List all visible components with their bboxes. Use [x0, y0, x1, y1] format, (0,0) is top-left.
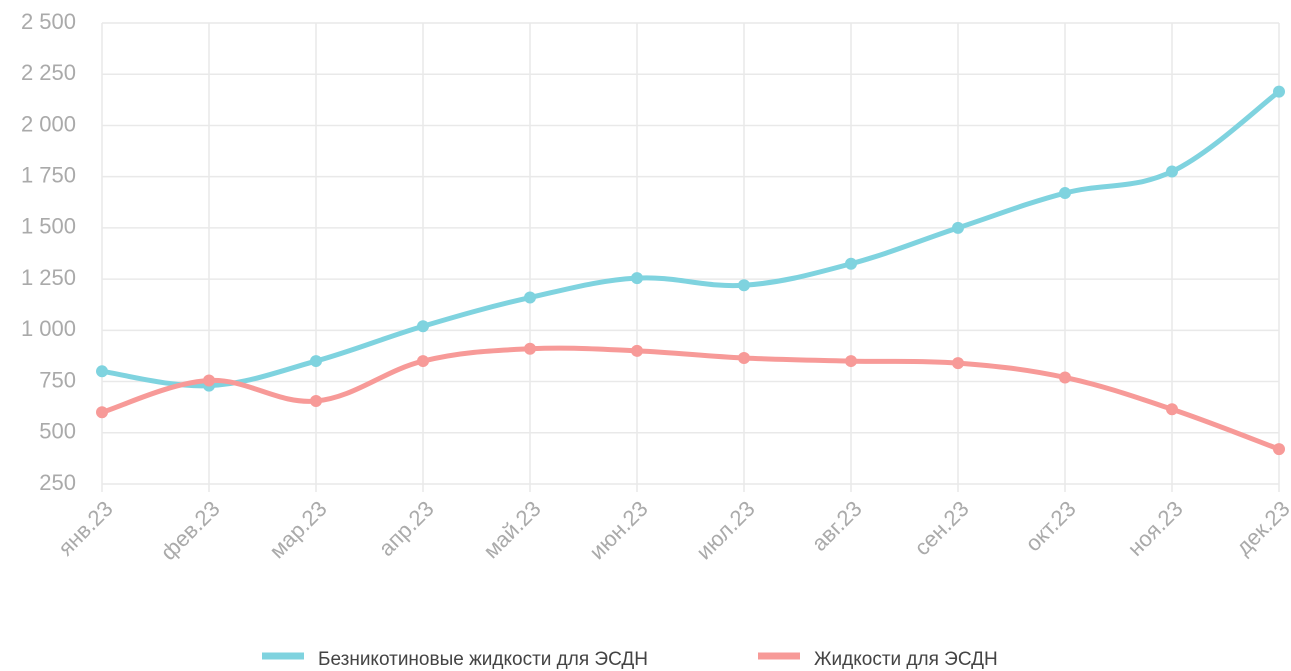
point — [1166, 403, 1178, 416]
x-tick-label: апр.23 — [374, 496, 439, 561]
point — [1273, 85, 1285, 98]
point — [310, 355, 322, 368]
point — [524, 342, 536, 355]
series-line — [101, 89, 1281, 389]
x-tick-label: фев.23 — [156, 496, 225, 565]
point — [1059, 371, 1071, 384]
x-tick-label: сен.23 — [909, 496, 973, 560]
point — [203, 374, 215, 387]
point — [738, 279, 750, 292]
point — [417, 355, 429, 368]
point — [738, 351, 750, 364]
legend-label: Безникотиновые жидкости для ЭСДН — [318, 649, 648, 670]
point — [1273, 443, 1285, 456]
y-tick-label: 2 000 — [21, 111, 76, 136]
y-tick-label: 1 500 — [21, 214, 76, 239]
y-tick-label: 750 — [39, 367, 76, 392]
point — [96, 365, 108, 378]
x-tick-label: июл.23 — [691, 496, 759, 564]
point — [96, 406, 108, 419]
y-tick-label: 2 500 — [21, 9, 76, 34]
x-tick-label: июн.23 — [584, 496, 652, 564]
point — [845, 257, 857, 270]
x-tick-label: ноя.23 — [1123, 496, 1188, 561]
y-tick-label: 1 000 — [21, 316, 76, 341]
x-tick-label: дек.23 — [1231, 496, 1291, 560]
y-tick-label: 1 750 — [21, 162, 76, 187]
point — [524, 291, 536, 304]
legend-label: Жидкости для ЭСДН — [814, 649, 998, 670]
point — [417, 320, 429, 333]
y-tick-label: 2 250 — [21, 60, 76, 85]
point — [631, 272, 643, 285]
x-tick-label: янв.23 — [53, 496, 118, 561]
point — [631, 344, 643, 357]
point — [952, 357, 964, 370]
point — [845, 355, 857, 368]
point — [1059, 187, 1071, 200]
point — [1166, 165, 1178, 178]
x-tick-label: авг.23 — [807, 496, 867, 556]
point — [952, 221, 964, 234]
x-tick-label: окт.23 — [1020, 496, 1080, 556]
y-tick-label: 500 — [39, 419, 76, 444]
x-tick-label: май.23 — [478, 496, 545, 563]
series-line — [101, 345, 1280, 452]
x-tick-label: мар.23 — [264, 496, 331, 563]
point — [310, 395, 322, 408]
y-tick-label: 250 — [39, 470, 76, 495]
y-tick-label: 1 250 — [21, 265, 76, 290]
